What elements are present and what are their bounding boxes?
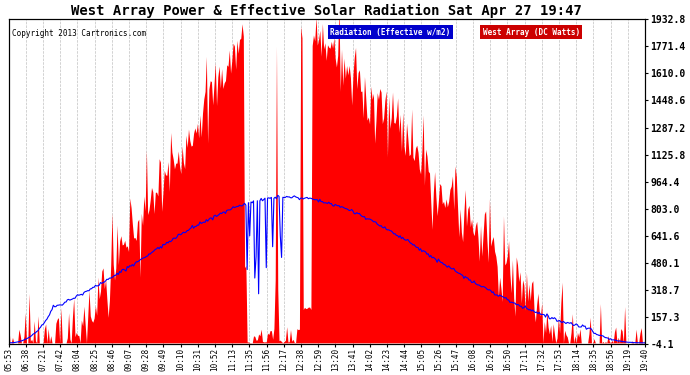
Text: West Array (DC Watts): West Array (DC Watts) [483, 28, 580, 37]
Text: Copyright 2013 Cartronics.com: Copyright 2013 Cartronics.com [12, 29, 146, 38]
Title: West Array Power & Effective Solar Radiation Sat Apr 27 19:47: West Array Power & Effective Solar Radia… [71, 4, 582, 18]
Text: Radiation (Effective w/m2): Radiation (Effective w/m2) [330, 28, 451, 37]
